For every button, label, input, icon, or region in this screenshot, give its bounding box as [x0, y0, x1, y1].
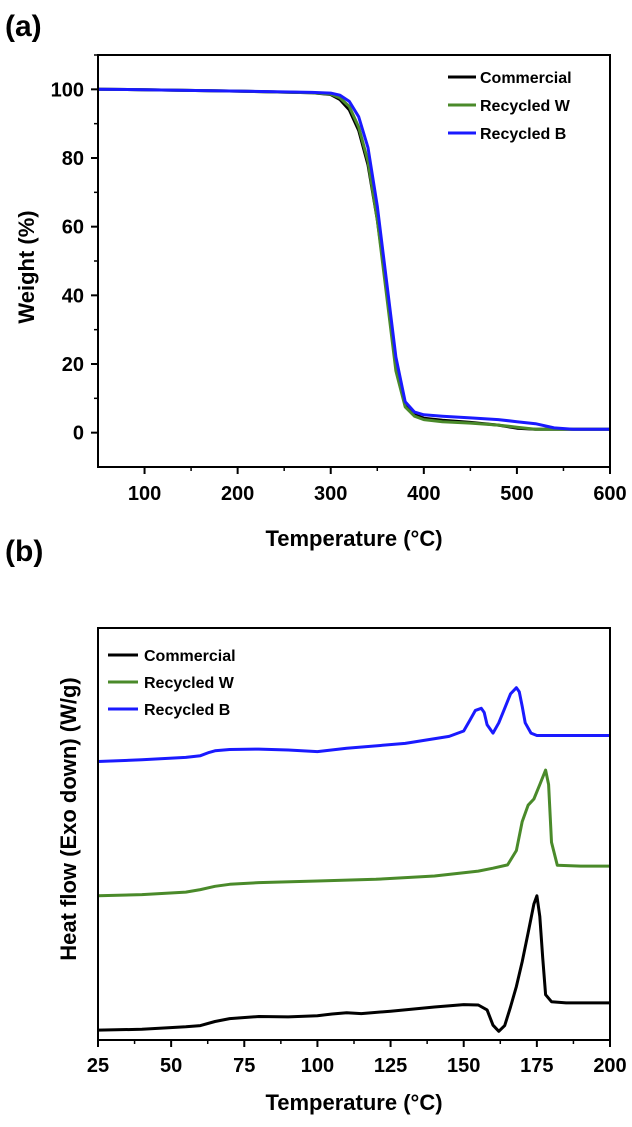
series-line-1-1 [98, 768, 610, 898]
y-tick-label-0: 20 [62, 354, 84, 376]
x-axis-title-b: Temperature (°C) [265, 1090, 442, 1115]
x-tick-label-1: 175 [520, 1055, 553, 1077]
y-tick-label-0: 100 [51, 79, 84, 101]
series-line-0-2 [98, 87, 610, 431]
x-tick-label-0: 600 [593, 483, 626, 505]
panel-label-b: (b) [5, 535, 43, 568]
series-line-1-0 [98, 894, 610, 1033]
x-tick-label-0: 300 [314, 483, 347, 505]
panel-label-a: (a) [5, 10, 42, 43]
y-tick-label-0: 60 [62, 217, 84, 239]
series-line-1-2 [98, 686, 610, 763]
y-axis-title-a: Weight (%) [14, 210, 39, 323]
x-tick-label-1: 150 [447, 1055, 480, 1077]
x-tick-label-1: 100 [301, 1055, 334, 1077]
x-axis-title-a: Temperature (°C) [265, 526, 442, 551]
dsc-plot: 25 50 75 100 125 150 175 200 Commercial Recycled … [87, 627, 627, 1077]
x-tick-label-1: 125 [374, 1055, 407, 1077]
y-tick-label-0: 40 [62, 285, 84, 307]
legend-label-0-0: Commercial [480, 70, 572, 87]
legend-label-1-2: Recycled B [144, 702, 230, 719]
x-tick-label-1: 50 [160, 1055, 182, 1077]
y-axis-title-b: Heat flow (Exo down) (W/g) [56, 677, 81, 961]
y-tick-label-0: 80 [62, 148, 84, 170]
x-tick-label-0: 400 [407, 483, 440, 505]
x-tick-label-0: 100 [128, 483, 161, 505]
x-tick-label-1: 75 [233, 1055, 255, 1077]
legend-label-0-2: Recycled B [480, 126, 566, 143]
y-tick-label-0: 0 [73, 423, 84, 445]
x-tick-label-1: 200 [593, 1055, 626, 1077]
legend-label-0-1: Recycled W [480, 98, 571, 115]
x-tick-label-1: 25 [87, 1055, 109, 1077]
legend-label-1-1: Recycled W [144, 675, 235, 692]
tga-plot: 100 200 300 400 500 600 0 20 40 60 80 100 Commercial… [51, 54, 627, 505]
x-tick-label-0: 500 [500, 483, 533, 505]
legend-label-1-0: Commercial [144, 648, 236, 665]
x-tick-label-0: 200 [221, 483, 254, 505]
